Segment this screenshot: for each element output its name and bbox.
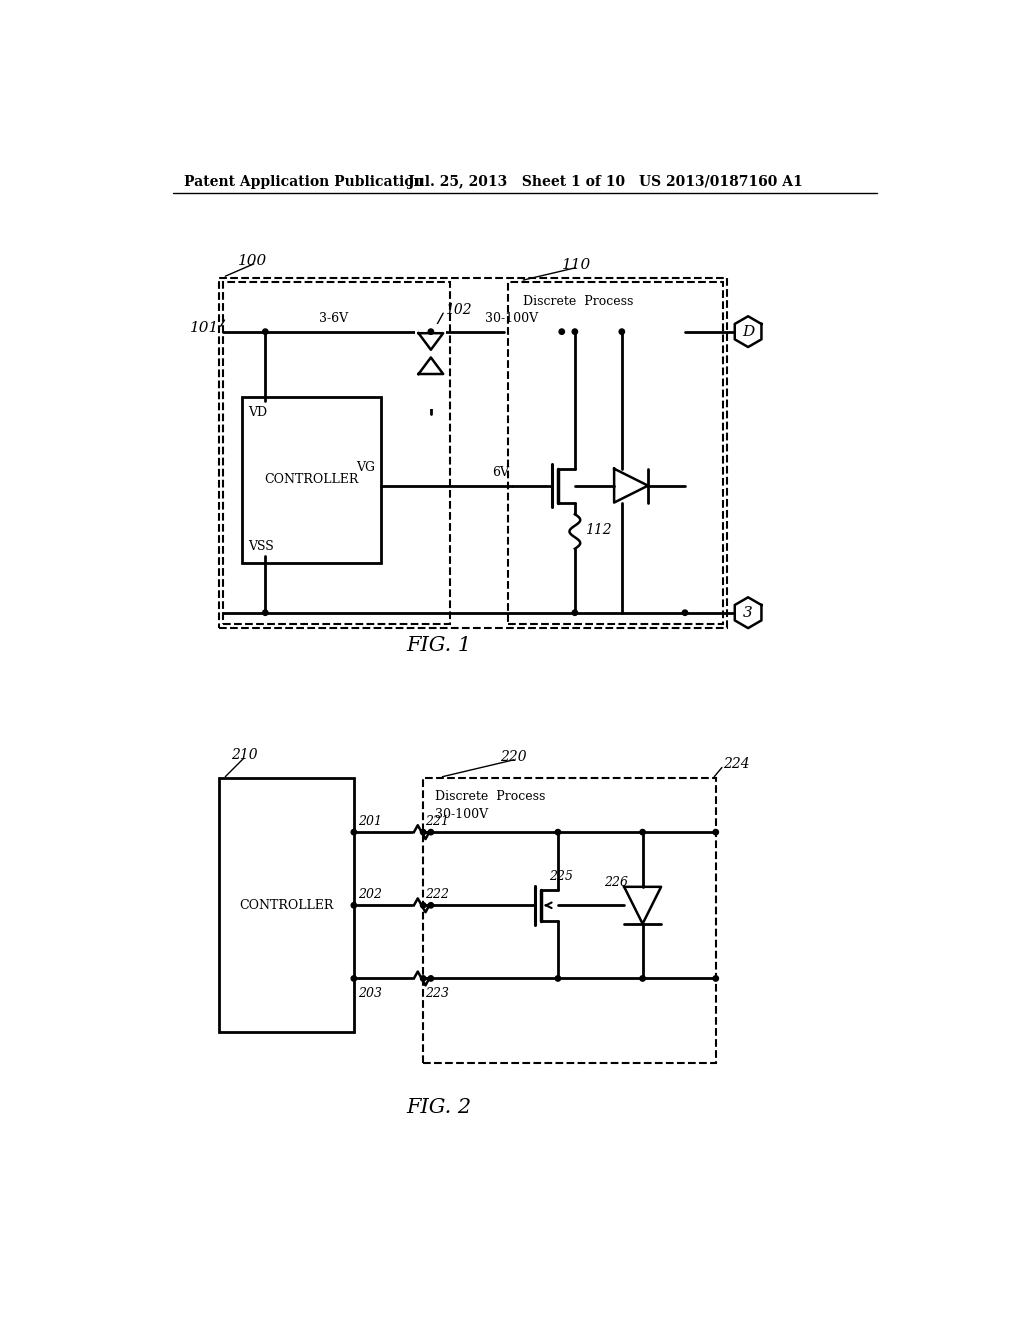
Circle shape bbox=[428, 903, 433, 908]
Text: 221: 221 bbox=[425, 814, 449, 828]
Text: D: D bbox=[742, 325, 755, 339]
Circle shape bbox=[640, 829, 645, 834]
Text: 100: 100 bbox=[239, 253, 267, 268]
Circle shape bbox=[262, 329, 268, 334]
Circle shape bbox=[555, 975, 560, 981]
Circle shape bbox=[555, 829, 560, 834]
Text: 112: 112 bbox=[585, 523, 611, 536]
Circle shape bbox=[351, 975, 356, 981]
Circle shape bbox=[421, 829, 426, 834]
Circle shape bbox=[713, 975, 719, 981]
Text: CONTROLLER: CONTROLLER bbox=[240, 899, 334, 912]
Circle shape bbox=[351, 903, 356, 908]
Text: 220: 220 bbox=[500, 750, 526, 764]
Text: VG: VG bbox=[355, 461, 375, 474]
Circle shape bbox=[572, 329, 578, 334]
Circle shape bbox=[620, 329, 625, 334]
Text: FIG. 2: FIG. 2 bbox=[406, 1097, 471, 1117]
Bar bbox=[423, 779, 716, 1063]
Bar bbox=[223, 281, 451, 624]
Text: 6V: 6V bbox=[493, 466, 510, 479]
Text: 202: 202 bbox=[357, 888, 382, 902]
Text: 3-6V: 3-6V bbox=[319, 313, 348, 326]
Text: 224: 224 bbox=[724, 758, 751, 771]
Text: 225: 225 bbox=[549, 870, 572, 883]
Circle shape bbox=[421, 975, 426, 981]
Text: CONTROLLER: CONTROLLER bbox=[264, 474, 358, 486]
Circle shape bbox=[640, 975, 645, 981]
Text: Discrete  Process: Discrete Process bbox=[523, 296, 634, 309]
Text: 101: 101 bbox=[189, 321, 219, 335]
Text: 30-100V: 30-100V bbox=[435, 808, 487, 821]
Circle shape bbox=[421, 903, 426, 908]
Circle shape bbox=[262, 610, 268, 615]
Text: 102: 102 bbox=[444, 304, 471, 317]
Text: 110: 110 bbox=[562, 257, 591, 272]
Circle shape bbox=[428, 329, 433, 334]
Text: FIG. 1: FIG. 1 bbox=[406, 635, 471, 655]
Text: 3: 3 bbox=[743, 606, 753, 619]
Bar bbox=[508, 281, 724, 624]
Text: VSS: VSS bbox=[249, 540, 274, 553]
Text: US 2013/0187160 A1: US 2013/0187160 A1 bbox=[639, 174, 803, 189]
Bar bbox=[416, 323, 446, 409]
Circle shape bbox=[572, 610, 578, 615]
Bar bbox=[243, 397, 381, 562]
Circle shape bbox=[559, 329, 564, 334]
Text: Patent Application Publication: Patent Application Publication bbox=[184, 174, 424, 189]
Circle shape bbox=[351, 829, 356, 834]
Text: 226: 226 bbox=[604, 875, 628, 888]
Circle shape bbox=[428, 829, 433, 834]
Bar bbox=[219, 277, 727, 628]
Circle shape bbox=[428, 975, 433, 981]
Text: Jul. 25, 2013   Sheet 1 of 10: Jul. 25, 2013 Sheet 1 of 10 bbox=[408, 174, 625, 189]
Text: 210: 210 bbox=[230, 748, 257, 762]
Circle shape bbox=[682, 610, 688, 615]
Text: 222: 222 bbox=[425, 888, 449, 902]
Text: 203: 203 bbox=[357, 987, 382, 1001]
Text: VD: VD bbox=[249, 407, 267, 420]
Bar bbox=[219, 779, 354, 1032]
Circle shape bbox=[713, 829, 719, 834]
Text: 223: 223 bbox=[425, 987, 449, 1001]
Text: 30-100V: 30-100V bbox=[484, 313, 538, 326]
Text: Discrete  Process: Discrete Process bbox=[435, 789, 545, 803]
Text: 201: 201 bbox=[357, 814, 382, 828]
